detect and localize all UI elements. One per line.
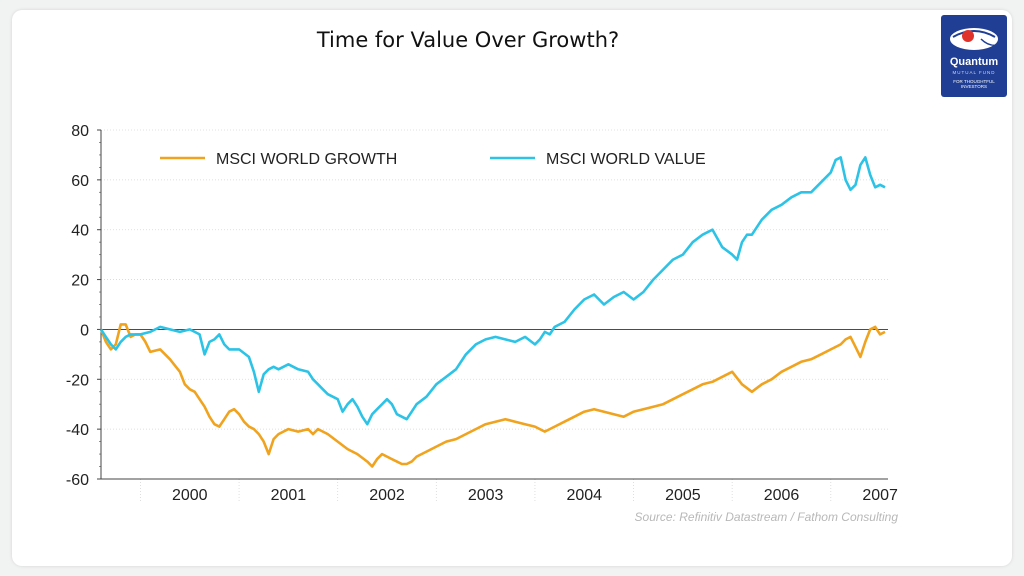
series-line-value xyxy=(99,156,886,426)
series-line-growth xyxy=(99,323,886,468)
x-tick-label: 2001 xyxy=(271,487,307,504)
y-tick-label: 0 xyxy=(80,322,89,339)
series-lines xyxy=(99,156,886,468)
logo-subtitle: MUTUAL FUND xyxy=(952,70,996,75)
legend-label-growth: MSCI WORLD GROWTH xyxy=(216,151,397,168)
logo-name: Quantum xyxy=(949,56,999,68)
y-tick-label: 20 xyxy=(71,273,89,290)
y-tick-label: -40 xyxy=(66,422,89,439)
page-title: Time for Value Over Growth? xyxy=(316,28,620,52)
legend: MSCI WORLD GROWTH MSCI WORLD VALUE xyxy=(160,151,706,168)
x-tick-label: 2002 xyxy=(369,487,405,504)
y-tick-label: 60 xyxy=(71,173,89,190)
y-tick-label: -60 xyxy=(66,472,89,489)
x-tick-label: 2003 xyxy=(468,487,504,504)
quantum-logo: Quantum MUTUAL FUND FOR THOUGHTFUL INVES… xyxy=(941,15,1007,97)
source-note: Source: Refinitiv Datastream / Fathom Co… xyxy=(635,510,899,524)
x-tick-label: 2004 xyxy=(566,487,602,504)
slide-panel xyxy=(12,10,1012,566)
x-tick-label: 2006 xyxy=(764,487,800,504)
logo-tagline: FOR THOUGHTFUL INVESTORS xyxy=(953,79,995,89)
y-tick-label: -20 xyxy=(66,372,89,389)
y-tick-label: 80 xyxy=(71,123,89,140)
x-tick-label: 2005 xyxy=(665,487,701,504)
y-tick-label: 40 xyxy=(71,223,89,240)
x-tick-label: 2007 xyxy=(862,487,898,504)
x-tick-label: 2000 xyxy=(172,487,208,504)
logo-emblem-icon xyxy=(950,28,1000,50)
axes: 80 60 40 20 0 -20 -40 -60 2000 2001 2002 2003 2004 20… xyxy=(66,123,898,504)
grid-lines xyxy=(101,129,888,503)
legend-label-value: MSCI WORLD VALUE xyxy=(546,151,706,168)
